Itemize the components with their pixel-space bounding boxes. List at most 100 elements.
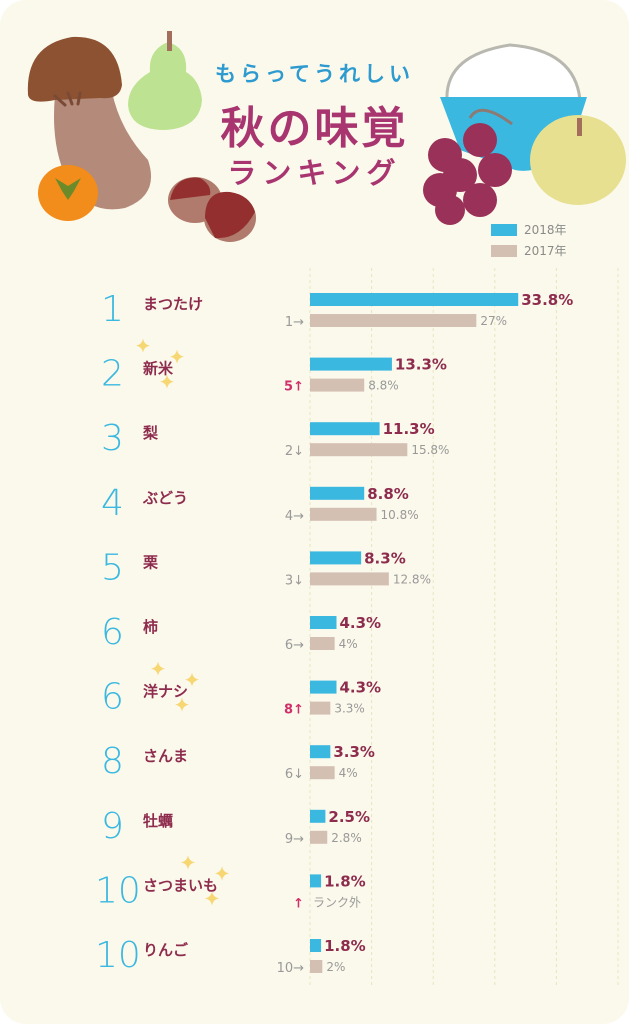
food-name: まつたけ	[143, 295, 203, 313]
title-ranking: ランキング	[227, 156, 402, 190]
previous-rank: 6↓	[285, 767, 304, 782]
value-label-2018: 8.8%	[367, 485, 409, 503]
rank-number: 4	[101, 483, 124, 524]
value-label-2018: 33.8%	[521, 291, 573, 309]
bar-2017	[310, 378, 365, 392]
value-label-2017: 2%	[326, 960, 345, 974]
bar-2018	[310, 293, 519, 306]
bar-2018	[310, 745, 331, 759]
value-label-2018: 13.3%	[395, 356, 447, 374]
value-label-2017: 3.3%	[334, 702, 365, 716]
rank-number: 10	[95, 935, 141, 976]
bar-2018	[310, 486, 365, 500]
rank-number: 10	[95, 870, 141, 911]
value-label-2018: 3.3%	[333, 743, 375, 761]
rank-number: 6	[101, 677, 124, 718]
bar-2017	[310, 443, 408, 457]
bar-2017	[310, 701, 331, 715]
value-label-2017: 15.8%	[411, 443, 449, 457]
chestnut-icon	[168, 177, 256, 242]
legend-item-2018: 2018年	[491, 221, 567, 238]
previous-rank: 5↑	[284, 380, 304, 395]
rank-number: 1	[101, 289, 124, 330]
rank-number: 8	[101, 741, 124, 782]
value-label-2018: 4.3%	[339, 679, 381, 697]
previous-rank: ↑	[293, 896, 304, 911]
previous-rank: 3↓	[285, 573, 304, 588]
value-label-2017: 27%	[480, 314, 507, 328]
value-label-2018: 1.8%	[324, 872, 366, 890]
value-label-2017: 4%	[339, 637, 358, 651]
legend-swatch-2018	[491, 223, 517, 236]
bar-2017	[310, 637, 335, 650]
previous-rank: 8↑	[284, 703, 304, 718]
bar-2018	[310, 680, 337, 694]
bar-2017	[310, 830, 328, 844]
bar-2018	[310, 874, 322, 888]
persimmon-icon	[38, 165, 98, 221]
sparkle-icon	[185, 672, 199, 687]
rank-number: 6	[101, 612, 124, 653]
food-name: さつまいも	[143, 876, 218, 894]
food-name: 梨	[142, 424, 158, 442]
legend-label: 2018年	[524, 223, 567, 237]
sparkle-icon	[151, 661, 165, 676]
rank-number: 9	[101, 806, 124, 847]
food-name: りんご	[143, 941, 189, 959]
value-label-2018: 8.3%	[364, 549, 406, 567]
food-name: 洋ナシ	[143, 683, 188, 701]
bar-2018	[310, 809, 326, 823]
food-name: 牡蠣	[143, 812, 173, 830]
previous-rank: 9→	[285, 832, 304, 847]
food-name: 柿	[143, 618, 158, 636]
bar-2017	[310, 507, 377, 521]
legend-label: 2017年	[524, 244, 567, 258]
bar-2017	[310, 314, 477, 327]
value-label-2018: 4.3%	[339, 614, 381, 632]
bar-2018	[310, 357, 392, 371]
bar-2018	[310, 551, 362, 565]
value-label-2017: 2.8%	[331, 831, 362, 845]
pear-icon	[128, 31, 202, 130]
sparkle-icon	[215, 866, 229, 881]
rank-number: 2	[101, 354, 124, 395]
previous-rank: 10→	[277, 961, 305, 976]
value-label-2017: ランク外	[313, 895, 361, 909]
previous-rank: 1→	[285, 315, 304, 330]
sparkle-icon	[175, 697, 189, 712]
previous-rank: 2↓	[285, 444, 304, 459]
bar-2017	[310, 960, 323, 973]
rank-number: 5	[101, 547, 124, 588]
value-label-2018: 2.5%	[328, 808, 370, 826]
previous-rank: 4→	[285, 509, 304, 524]
sparkle-icon	[170, 349, 184, 364]
value-label-2017: 10.8%	[381, 508, 419, 522]
bar-2018	[310, 939, 322, 952]
sparkle-icon	[205, 891, 219, 906]
legend-swatch-2017	[491, 244, 517, 257]
nashi-pear-icon	[530, 115, 626, 205]
food-name: 新米	[143, 360, 174, 378]
value-label-2017: 8.8%	[368, 379, 399, 393]
value-label-2018: 1.8%	[324, 937, 366, 955]
food-name: ぶどう	[142, 489, 188, 507]
bar-2018	[310, 616, 337, 629]
sparkle-icon	[136, 338, 150, 353]
previous-rank: 6→	[285, 638, 304, 653]
bar-2017	[310, 766, 335, 780]
value-label-2018: 11.3%	[383, 420, 435, 438]
bar-2017	[310, 572, 389, 586]
rank-number: 3	[101, 418, 124, 459]
sparkle-icon	[160, 374, 174, 389]
grapes-icon	[423, 108, 513, 225]
value-label-2017: 4%	[339, 766, 358, 780]
food-name: さんま	[143, 747, 188, 765]
legend-item-2017: 2017年	[491, 242, 567, 259]
page-title: 秋の味覚	[220, 103, 409, 154]
food-name: 栗	[143, 553, 158, 571]
bar-2018	[310, 422, 380, 436]
value-label-2017: 12.8%	[393, 572, 431, 586]
autumn-food-illustrations	[27, 31, 626, 242]
title-subtitle: もらってうれしい	[215, 62, 414, 86]
